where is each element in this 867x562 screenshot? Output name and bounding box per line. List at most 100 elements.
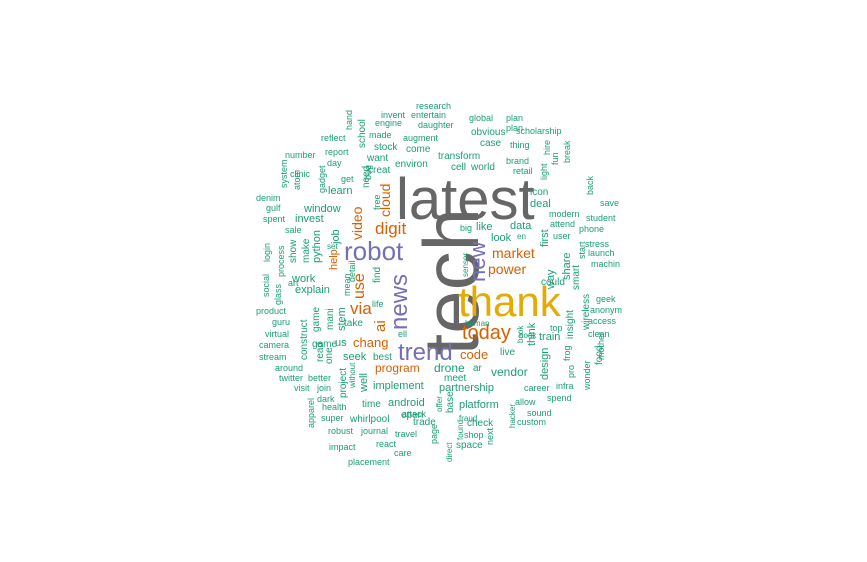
cloud-word: day	[327, 158, 342, 168]
cloud-word: video	[349, 206, 365, 240]
cloud-word: fun	[550, 152, 560, 165]
cloud-word: work	[292, 273, 316, 285]
cloud-word: first	[539, 229, 551, 247]
cloud-word: wonder	[582, 360, 592, 390]
cloud-word: well	[358, 373, 370, 392]
cloud-word: anonym	[590, 305, 623, 315]
cloud-word: entertain	[411, 110, 447, 120]
cloud-word: placement	[348, 457, 390, 467]
cloud-word: without	[348, 362, 357, 388]
cloud-word: health	[322, 402, 347, 412]
cloud-word: construct	[299, 319, 310, 360]
cloud-word: camera	[259, 340, 290, 350]
cloud-word: brand	[506, 156, 530, 166]
cloud-word: need	[361, 165, 372, 188]
cloud-word: seek	[343, 351, 367, 363]
cloud-word: gulf	[266, 203, 281, 213]
cloud-word: allow	[515, 397, 536, 407]
cloud-word: case	[480, 138, 502, 149]
cloud-word: open	[401, 410, 424, 421]
cloud-word: access	[588, 316, 617, 326]
cloud-word: smart	[571, 265, 582, 290]
cloud-word: sound	[527, 408, 552, 418]
cloud-word: impact	[329, 442, 356, 452]
cloud-word: stream	[259, 352, 287, 362]
cloud-word: made	[369, 130, 392, 140]
cloud-word: show	[288, 239, 299, 263]
cloud-word: break	[562, 140, 572, 163]
cloud-word: spend	[547, 393, 572, 403]
cloud-word: top	[550, 323, 563, 333]
cloud-word: plan	[506, 123, 524, 133]
cloud-word: thank	[458, 278, 561, 325]
cloud-word: process	[276, 245, 286, 277]
cloud-word: phone	[579, 224, 605, 234]
cloud-word: detail	[347, 260, 357, 282]
cloud-word: check	[467, 418, 494, 429]
cloud-word: hook	[519, 331, 537, 340]
cloud-word: react	[376, 439, 397, 449]
cloud-word: space	[456, 440, 483, 451]
cloud-word: trend	[398, 339, 453, 366]
cloud-word: virtual	[265, 329, 290, 339]
cloud-word: offer	[435, 396, 444, 412]
cloud-word: python	[311, 229, 323, 263]
cloud-word: stock	[374, 142, 398, 153]
cloud-word: platform	[459, 399, 499, 411]
cloud-word: scholarship	[516, 126, 562, 136]
cloud-word: light	[539, 163, 549, 180]
cloud-word: set	[327, 242, 338, 251]
cloud-word: digit	[375, 219, 407, 238]
cloud-word: base	[445, 391, 456, 413]
cloud-word: dark	[317, 394, 335, 404]
cloud-word: attack	[402, 409, 427, 419]
cloud-word: program	[375, 361, 420, 375]
cloud-word: apparel	[306, 397, 316, 428]
cloud-word: share	[561, 252, 573, 280]
cloud-word: design	[539, 347, 551, 380]
cloud-word: game	[312, 339, 338, 350]
cloud-word: sale	[285, 225, 302, 235]
cloud-word: save	[600, 198, 620, 208]
cloud-word: power	[488, 261, 527, 277]
cloud-word: retail	[513, 166, 533, 176]
cloud-word: report	[325, 147, 349, 157]
cloud-word: hand	[344, 109, 354, 130]
cloud-word: whirlpool	[350, 414, 390, 425]
cloud-word: world	[471, 162, 495, 173]
cloud-word: make	[301, 238, 312, 263]
cloud-word: around	[275, 363, 304, 373]
cloud-word: ar	[473, 363, 482, 374]
cloud-word: free	[372, 194, 382, 210]
cloud-word: window	[304, 203, 341, 215]
cloud-word: food	[594, 345, 605, 365]
cloud-word: train	[539, 331, 561, 343]
cloud-word: denim	[256, 193, 281, 203]
cloud-word: hire	[542, 139, 552, 155]
cloud-word: code	[460, 347, 489, 362]
cloud-word: drone	[434, 361, 465, 375]
cloud-word: modern	[549, 209, 580, 219]
cloud-word: vendor	[491, 365, 528, 379]
cloud-word: data	[510, 220, 532, 232]
cloud-word: spent	[263, 214, 286, 224]
cloud-word: icon	[530, 187, 549, 198]
cloud-word: visit	[294, 383, 310, 393]
cloud-word: engine	[375, 118, 403, 128]
cloud-word: market	[492, 245, 535, 261]
cloud-word: frog	[562, 345, 572, 361]
cloud-word: environ	[395, 159, 428, 170]
cloud-word: invent	[381, 110, 406, 120]
cloud-word: life	[372, 299, 384, 309]
cloud-word: come	[406, 144, 431, 155]
cloud-word: invest	[295, 213, 324, 225]
cloud-word: hacker	[508, 403, 517, 428]
cloud-word: custom	[517, 417, 547, 427]
cloud-word: gadget	[317, 165, 327, 193]
cloud-word: infra	[556, 381, 574, 391]
cloud-word: look	[491, 232, 512, 244]
cloud-word: stress	[585, 239, 610, 249]
cloud-word: daughter	[418, 120, 454, 130]
cloud-word: robust	[328, 426, 354, 436]
